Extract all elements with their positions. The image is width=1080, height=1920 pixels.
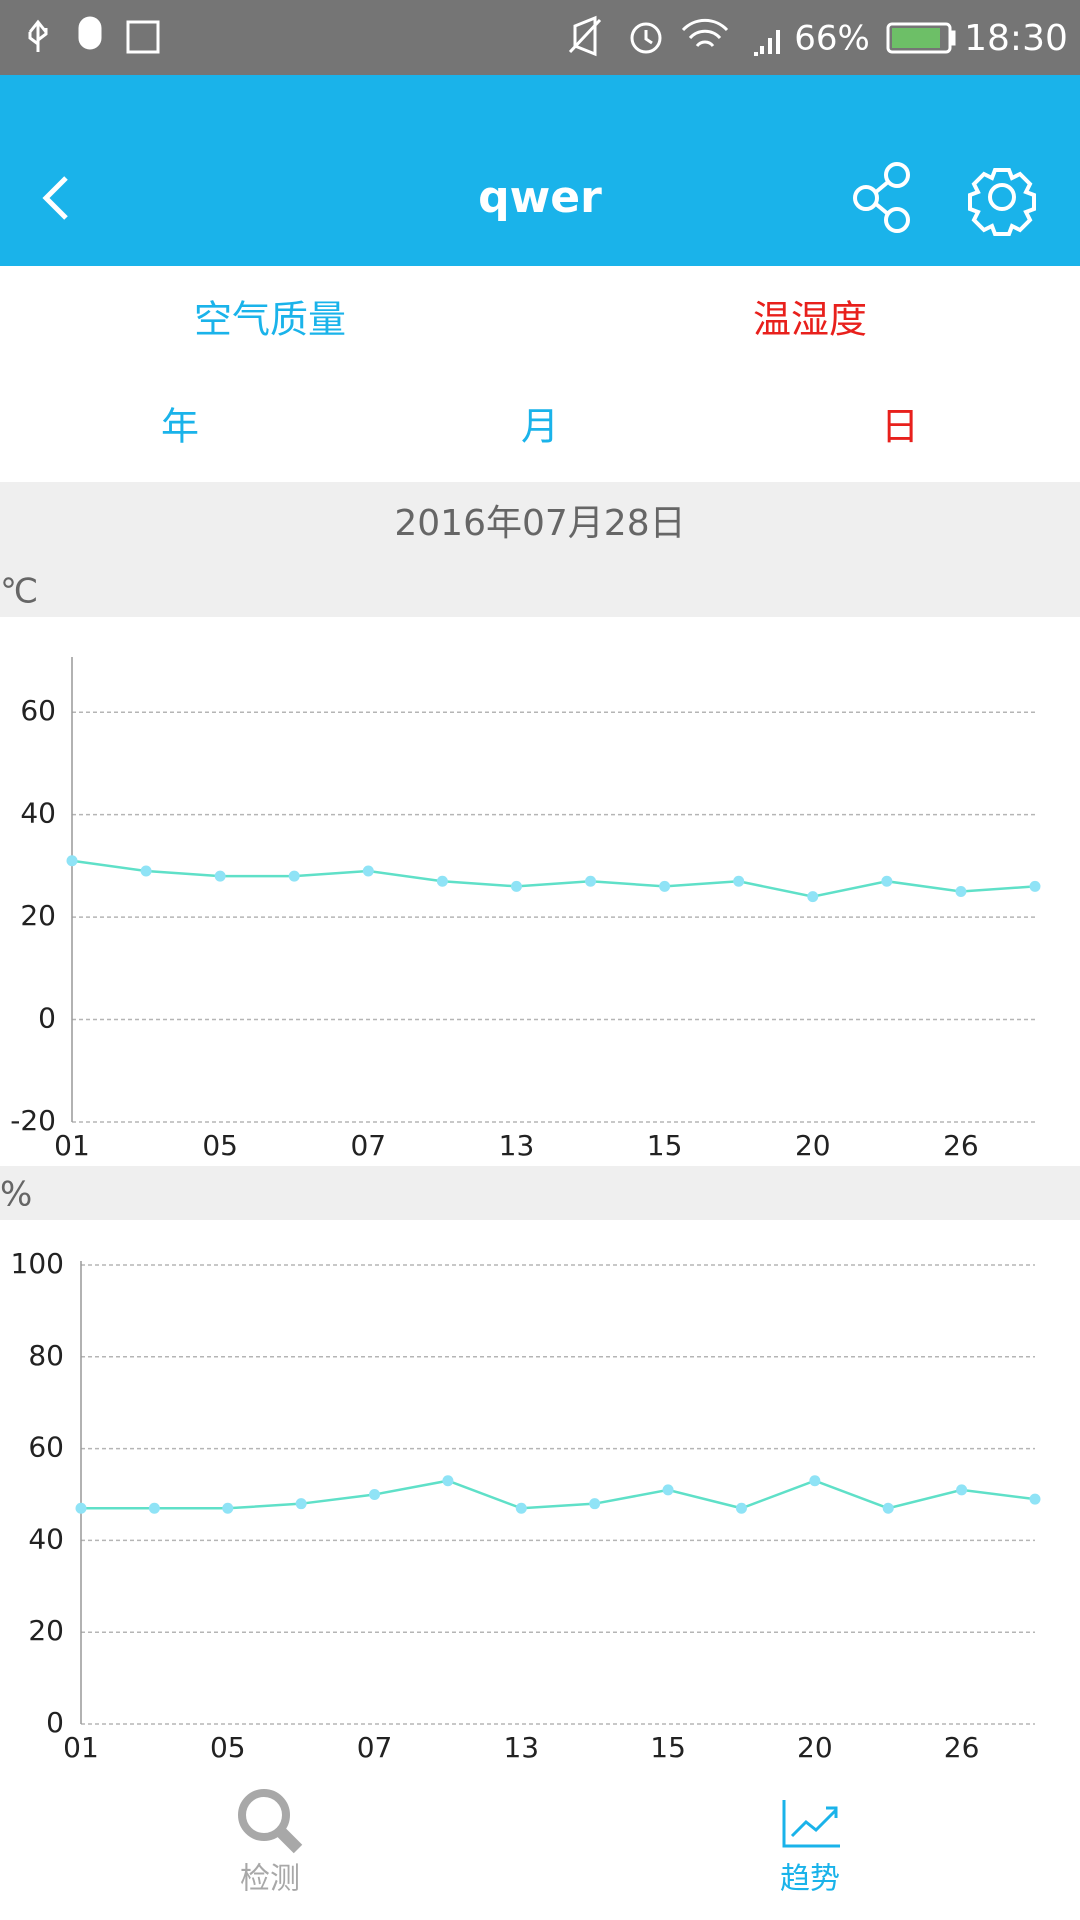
- x-tick-label: 20: [795, 1129, 831, 1162]
- data-point: [659, 880, 671, 892]
- unit-label: ℃: [0, 572, 38, 612]
- x-tick-label: 15: [650, 1731, 686, 1764]
- date-label: 2016年07月28日: [394, 503, 685, 544]
- x-tick-label: 05: [202, 1129, 238, 1162]
- data-point: [442, 1475, 454, 1487]
- y-tick-label: 100: [11, 1247, 64, 1280]
- data-point: [148, 1502, 160, 1514]
- y-tick-label: 20: [20, 899, 56, 932]
- nav-label[interactable]: 检测: [240, 1862, 300, 1897]
- y-tick-label: 60: [28, 1431, 64, 1464]
- y-tick-label: 60: [20, 694, 56, 727]
- settings-button[interactable]: [968, 168, 1036, 236]
- x-tick-label: 07: [350, 1129, 386, 1162]
- app-bar: [0, 75, 1080, 266]
- back-button[interactable]: [42, 176, 68, 220]
- unit-label: %: [0, 1175, 32, 1215]
- data-point: [295, 1498, 307, 1510]
- y-tick-label: -20: [10, 1104, 56, 1137]
- data-point: [140, 865, 152, 877]
- trend-icon[interactable]: [782, 1800, 840, 1848]
- data-point: [222, 1502, 234, 1514]
- detect-icon[interactable]: [238, 1789, 303, 1854]
- x-tick-label: 13: [499, 1129, 535, 1162]
- x-tick-label: 05: [210, 1731, 246, 1764]
- data-point: [515, 1502, 527, 1514]
- y-tick-label: 40: [28, 1522, 64, 1555]
- data-point: [369, 1489, 381, 1500]
- data-point: [362, 865, 374, 877]
- x-tick-label: 26: [944, 1731, 980, 1764]
- data-point: [1029, 1493, 1041, 1505]
- nav-label[interactable]: 趋势: [780, 1862, 840, 1897]
- data-point: [589, 1498, 601, 1510]
- y-tick-label: 20: [28, 1614, 64, 1647]
- data-line: [81, 1479, 1036, 1510]
- period-tab[interactable]: 日: [881, 405, 919, 449]
- period-tab[interactable]: 年: [161, 405, 199, 449]
- data-point: [1029, 880, 1041, 892]
- data-line: [71, 859, 1036, 898]
- x-tick-label: 01: [63, 1731, 99, 1764]
- data-point: [585, 875, 597, 887]
- y-tick-label: 80: [28, 1339, 64, 1372]
- x-tick-label: 20: [797, 1731, 833, 1764]
- clock: 18:30: [964, 18, 1068, 59]
- period-tab[interactable]: 月: [521, 405, 559, 449]
- data-point: [75, 1502, 87, 1514]
- y-tick-label: 40: [20, 797, 56, 830]
- x-tick-label: 01: [54, 1129, 90, 1162]
- status-icons: [28, 15, 956, 57]
- share-button[interactable]: [853, 162, 910, 233]
- data-point: [662, 1484, 674, 1496]
- data-point: [214, 870, 226, 882]
- battery-level: 66%: [794, 19, 870, 59]
- data-point: [288, 870, 300, 882]
- y-tick-label: 0: [38, 1002, 56, 1035]
- data-point: [807, 891, 819, 903]
- data-tab[interactable]: 温湿度: [753, 298, 867, 342]
- data-point: [882, 1502, 894, 1514]
- y-tick-label: 0: [46, 1706, 64, 1739]
- x-tick-label: 13: [503, 1731, 539, 1764]
- page-title: qwer: [478, 172, 602, 223]
- date-band: [0, 482, 1080, 617]
- data-point: [436, 875, 448, 887]
- data-tab[interactable]: 空气质量: [194, 298, 346, 342]
- x-tick-label: 26: [943, 1129, 979, 1162]
- data-point: [955, 886, 967, 897]
- data-point: [66, 855, 78, 867]
- unit-band: [0, 1166, 1080, 1220]
- data-point: [881, 875, 893, 887]
- data-point: [956, 1484, 968, 1496]
- x-tick-label: 15: [647, 1129, 683, 1162]
- data-point: [733, 875, 745, 887]
- data-point: [735, 1502, 747, 1514]
- x-tick-label: 07: [357, 1731, 393, 1764]
- data-point: [809, 1475, 821, 1487]
- data-point: [510, 880, 522, 892]
